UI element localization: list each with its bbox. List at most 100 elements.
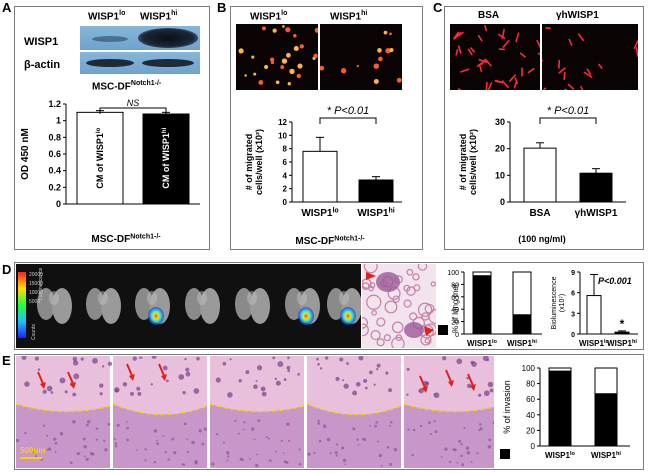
cell-streak	[508, 74, 516, 82]
y-tick-label: 20	[526, 426, 535, 435]
cell-dot	[293, 45, 299, 52]
e-histology-images	[16, 356, 494, 468]
cell-streak	[577, 33, 585, 42]
y-tick-label: 6	[283, 158, 288, 167]
alveolus	[406, 268, 414, 276]
y-tick-label: 0	[455, 332, 459, 339]
alveolus	[371, 310, 377, 316]
cell-streak	[487, 82, 493, 90]
cell-streak	[454, 31, 462, 40]
cell-streak	[485, 59, 492, 67]
cell-dot	[281, 58, 288, 64]
x-tick-label: WISP1lo	[545, 451, 575, 460]
cell-streak	[494, 80, 502, 84]
cell-dot	[377, 48, 382, 53]
bar-1	[472, 275, 492, 335]
cell-dot	[383, 30, 388, 35]
cell-streak	[580, 86, 584, 90]
x-tick-label: WISP1lo	[467, 339, 497, 348]
y-tick-label: 0	[571, 332, 575, 339]
y-tick-label: 100	[522, 364, 536, 373]
sig-label: * P<0.01	[327, 105, 370, 117]
alveolus	[366, 294, 382, 310]
panel-d-frame	[14, 262, 644, 350]
alveolus	[362, 316, 368, 329]
e-scale-bar-label: 500um	[20, 446, 46, 455]
e-invasion-chart: 0 20 40 60 80 100 % of invasion WISP1lo WISP1hi	[502, 364, 630, 460]
alveolus	[370, 329, 381, 341]
b-migration-chart: 0 2 4 6 8 10 12 # of migratedcells/well (x10²) W…	[244, 105, 402, 248]
alveolus	[417, 264, 428, 271]
alveolus	[362, 323, 369, 337]
cell-dot	[378, 56, 383, 62]
arrow-icon	[424, 326, 434, 336]
cell-streak	[558, 67, 566, 74]
panel-label-e: E	[2, 353, 11, 368]
e-legend-swatch	[500, 449, 510, 459]
y-tick-label: 0.2	[48, 182, 61, 192]
bar-1	[548, 370, 572, 447]
x-tick-label: WISP1lo	[301, 208, 338, 220]
alveolus	[430, 281, 436, 287]
alveolus	[383, 334, 391, 342]
bar-2	[512, 314, 532, 335]
cell-dot	[320, 65, 325, 71]
cell-dot	[244, 74, 247, 77]
x-tick-label: γhWISP1	[575, 208, 618, 219]
panel-label-d: D	[2, 262, 12, 277]
cell-streak	[537, 52, 540, 55]
panel-b-frame	[230, 6, 423, 250]
arrow-icon	[366, 272, 376, 280]
panel-e-frame	[14, 354, 644, 470]
alveolus	[368, 285, 374, 292]
cell-dot	[396, 77, 402, 83]
cell-streak	[527, 67, 535, 74]
x-axis-label: MSC-DFNotch1-/-	[295, 236, 365, 248]
y-tick-label: 0.4	[48, 166, 61, 176]
cell-dot	[340, 68, 347, 74]
panel-c-frame	[444, 6, 644, 250]
x-axis-label: MSC-DFNotch1-/-	[91, 234, 161, 246]
histology-bg	[362, 264, 436, 348]
cell-streak	[485, 81, 488, 90]
cell-dot	[264, 64, 269, 70]
y-axis-label: Bioluminescence(x10⁷)	[551, 276, 566, 329]
y-tick-label: 2	[283, 185, 288, 194]
b-img-label-lo: WISP1lo	[250, 10, 288, 23]
x-tick-label: WISP1lo	[579, 339, 609, 348]
cell-streak	[467, 48, 473, 56]
alveolus	[421, 312, 430, 321]
bar-2	[579, 172, 613, 203]
lung-specimen	[86, 288, 121, 324]
cell-streak	[598, 63, 603, 69]
y-tick-label: 1	[56, 116, 61, 126]
e-scale-bar	[20, 457, 42, 459]
bar-1	[76, 111, 124, 205]
invasion-line	[209, 403, 305, 413]
y-tick-label: 10	[278, 131, 287, 140]
x-tick-label: BSA	[529, 208, 550, 219]
d-sig: P<0.001	[598, 276, 632, 286]
y-axis-label: % of invasion	[502, 380, 512, 434]
cell-dot	[251, 55, 255, 59]
c-micrograph-bsa	[450, 24, 540, 90]
y-tick-label: 0	[283, 198, 288, 207]
cell-streak	[457, 45, 462, 54]
d-legend-label: % of lung met	[451, 284, 460, 333]
y-tick-label: 10	[495, 170, 505, 180]
y-tick-label: 20	[495, 144, 505, 154]
d-colorbar-ticks: 20000 15000 10000 5000	[29, 272, 43, 305]
y-tick-label: 0.6	[48, 149, 61, 159]
cell-streak	[586, 68, 592, 76]
cell-streak	[635, 47, 638, 57]
panel-label-a: A	[2, 0, 12, 15]
d-legend-swatch	[438, 325, 448, 335]
micrograph-bg	[450, 24, 540, 90]
alveolus	[369, 282, 376, 289]
metastasis	[376, 272, 400, 292]
cell-streak	[479, 64, 483, 73]
x-tick-label: WISP1hi	[591, 451, 621, 460]
alveolus	[412, 273, 420, 281]
cell-streak	[460, 68, 470, 73]
